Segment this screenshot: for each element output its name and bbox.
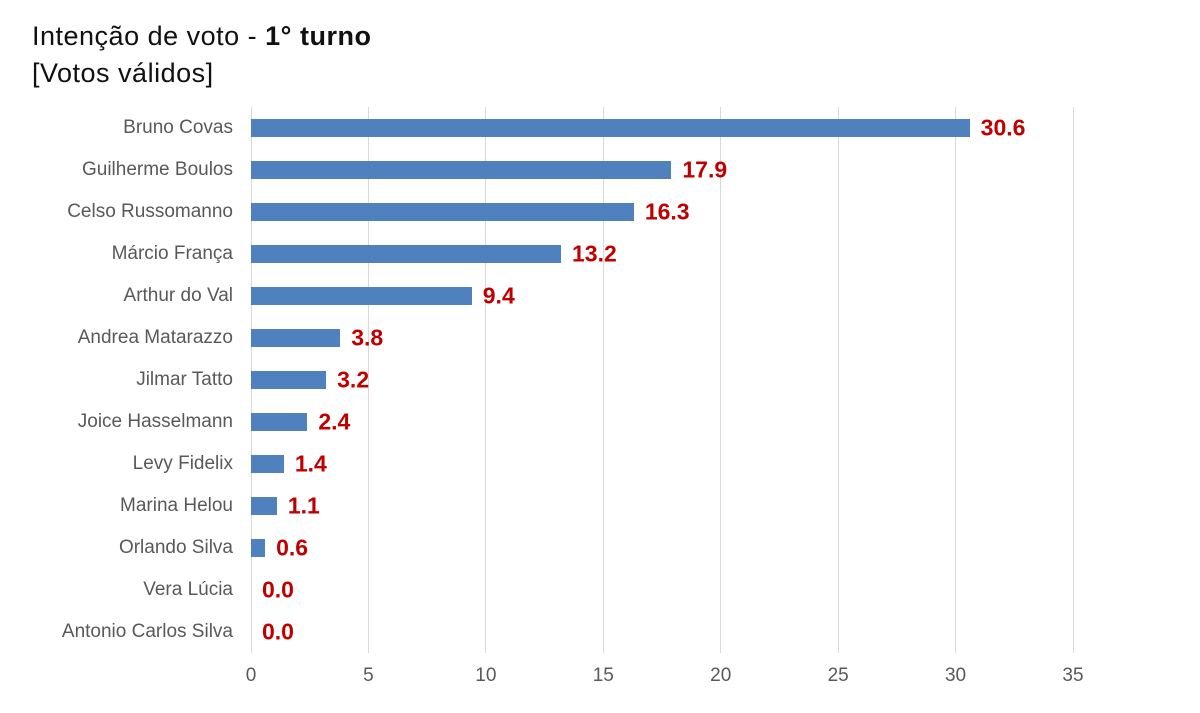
category-label: Joice Hasselmann bbox=[77, 411, 233, 432]
gridline bbox=[602, 107, 604, 653]
bar bbox=[251, 413, 308, 431]
category-label: Levy Fidelix bbox=[132, 453, 233, 474]
category-label: Andrea Matarazzo bbox=[77, 327, 233, 348]
x-axis-tick-label: 0 bbox=[245, 665, 257, 686]
bar bbox=[251, 161, 672, 179]
bar bbox=[251, 455, 284, 473]
category-label: Antonio Carlos Silva bbox=[61, 621, 233, 642]
bar bbox=[251, 119, 970, 137]
bar bbox=[251, 245, 561, 263]
gridline bbox=[955, 107, 957, 653]
gridline bbox=[1072, 107, 1074, 653]
x-axis-tick-label: 10 bbox=[475, 665, 497, 686]
value-label: 0.0 bbox=[262, 576, 294, 603]
value-label: 0.6 bbox=[276, 534, 309, 561]
bar bbox=[251, 329, 341, 347]
category-label: Jilmar Tatto bbox=[136, 369, 233, 390]
category-label: Bruno Covas bbox=[123, 117, 233, 138]
category-label: Márcio França bbox=[111, 243, 233, 264]
bar bbox=[251, 287, 472, 305]
chart-title: Intenção de voto - 1° turno [Votos válid… bbox=[32, 18, 371, 92]
category-label: Guilherme Boulos bbox=[81, 159, 233, 180]
chart-title-line1: Intenção de voto - 1° turno bbox=[32, 18, 371, 55]
value-label: 13.2 bbox=[572, 240, 617, 267]
value-label: 3.8 bbox=[351, 324, 384, 351]
value-label: 30.6 bbox=[980, 114, 1026, 141]
x-axis-tick-label: 5 bbox=[363, 665, 374, 686]
bar bbox=[251, 539, 266, 557]
x-axis-tick-label: 35 bbox=[1062, 665, 1084, 686]
value-label: 17.9 bbox=[682, 156, 728, 183]
category-label: Celso Russomanno bbox=[67, 201, 233, 222]
gridline bbox=[837, 107, 839, 653]
chart-subtitle: [Votos válidos] bbox=[32, 58, 214, 88]
bar bbox=[251, 371, 327, 389]
gridline bbox=[720, 107, 722, 653]
gridline bbox=[485, 107, 487, 653]
bar bbox=[251, 203, 634, 221]
category-label: Marina Helou bbox=[120, 495, 233, 516]
value-label: 9.4 bbox=[482, 282, 515, 309]
bar bbox=[251, 497, 277, 515]
category-label: Vera Lúcia bbox=[143, 579, 233, 600]
x-axis-tick-label: 15 bbox=[592, 665, 614, 686]
category-label: Orlando Silva bbox=[118, 537, 233, 558]
gridline bbox=[367, 107, 369, 653]
title-prefix: Intenção de voto - bbox=[32, 21, 266, 51]
value-label: 2.4 bbox=[318, 408, 351, 435]
category-label: Arthur do Val bbox=[123, 285, 233, 306]
x-axis-tick-label: 20 bbox=[710, 665, 732, 686]
value-label: 1.4 bbox=[294, 450, 327, 477]
value-label: 0.0 bbox=[262, 618, 294, 645]
x-axis-tick-label: 25 bbox=[827, 665, 849, 686]
x-axis-tick-label: 30 bbox=[944, 665, 967, 686]
value-label: 16.3 bbox=[644, 198, 690, 225]
value-label: 1.1 bbox=[287, 492, 320, 519]
title-highlight: 1° turno bbox=[265, 21, 372, 51]
value-label: 3.2 bbox=[337, 366, 370, 393]
